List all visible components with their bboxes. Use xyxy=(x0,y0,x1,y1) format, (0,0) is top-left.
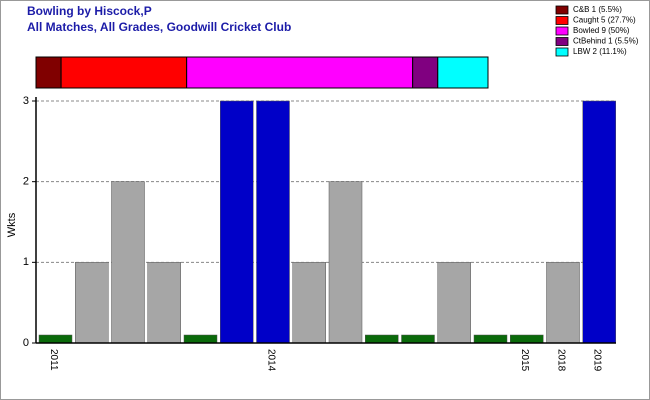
dismissal-segment xyxy=(186,56,414,89)
bar xyxy=(437,262,471,344)
dismissal-segment xyxy=(412,56,439,89)
x-tick-label: 2011 xyxy=(48,349,59,371)
bar xyxy=(147,262,181,344)
dismissal-segment xyxy=(437,56,489,89)
x-tick-label: 2014 xyxy=(265,349,276,372)
dismissal-segment xyxy=(60,56,188,89)
bar xyxy=(510,334,544,344)
legend-label: C&B 1 (5.5%) xyxy=(573,5,622,14)
y-tick-label: 1 xyxy=(23,256,29,268)
bar xyxy=(473,334,508,344)
y-tick-label: 3 xyxy=(23,95,29,107)
bar xyxy=(292,262,326,344)
chart-subtitle: All Matches, All Grades, Goodwill Cricke… xyxy=(27,20,291,34)
bar xyxy=(546,262,580,344)
legend-swatch xyxy=(555,26,569,36)
bar xyxy=(220,100,254,344)
dismissal-segment xyxy=(35,56,62,89)
legend-swatch xyxy=(555,37,569,46)
bar xyxy=(401,334,435,344)
bar xyxy=(256,100,290,344)
x-tick-label: 2015 xyxy=(519,349,530,372)
bar xyxy=(75,262,109,344)
bar xyxy=(582,100,616,344)
bar xyxy=(183,334,218,344)
legend-swatch xyxy=(555,5,569,15)
chart-title: Bowling by Hiscock,P xyxy=(27,4,152,18)
legend-label: Caught 5 (27.7%) xyxy=(573,16,636,25)
y-axis-label: Wkts xyxy=(6,212,18,237)
bar xyxy=(38,334,73,344)
legend-label: CtBehind 1 (5.5%) xyxy=(573,37,639,46)
x-tick-label: 2018 xyxy=(555,349,566,372)
x-tick-label: 2019 xyxy=(592,349,603,372)
y-tick-label: 0 xyxy=(23,337,29,349)
legend-swatch xyxy=(555,16,569,25)
bar xyxy=(328,181,363,344)
bar xyxy=(365,334,399,344)
legend-label: LBW 2 (11.1%) xyxy=(573,47,627,56)
y-tick-label: 2 xyxy=(23,176,29,188)
legend-label: Bowled 9 (50%) xyxy=(573,26,630,35)
bar xyxy=(111,181,145,344)
legend-swatch xyxy=(555,47,569,57)
